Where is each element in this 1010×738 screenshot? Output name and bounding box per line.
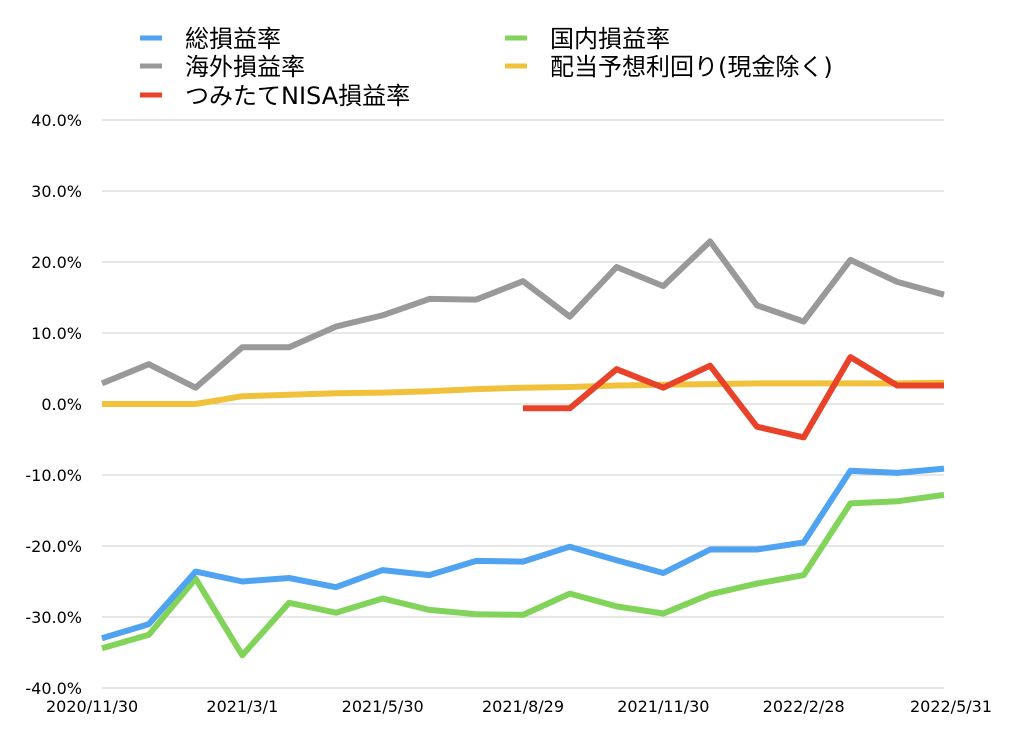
y-axis-tick-labels: 40.0% 30.0% 20.0% 10.0% 0.0% -10.0% -20.0% -30.… [25, 111, 82, 698]
y-tick-label: -10.0% [25, 466, 82, 485]
series-line-2 [523, 354, 944, 441]
legend-label: 総損益率 [185, 25, 281, 53]
series-lines [100, 238, 945, 659]
x-axis-tick-labels: 2020/11/30 2021/3/1 2021/5/30 2021/8/29 2021… [46, 697, 992, 716]
y-tick-label: -20.0% [25, 537, 82, 556]
x-tick-label: 2021/5/30 [342, 697, 424, 716]
y-tick-label: 20.0% [31, 253, 82, 272]
x-tick-label: 2021/3/1 [206, 697, 278, 716]
x-tick-label: 2021/8/29 [482, 697, 564, 716]
series-line-0 [101, 465, 945, 642]
legend-label: つみたてNISA損益率 [185, 82, 410, 110]
y-tick-label: 0.0% [41, 395, 82, 414]
y-tick-label: 40.0% [31, 111, 82, 130]
legend-label: 配当予想利回り(現金除く) [550, 53, 833, 81]
series-line-3 [101, 491, 945, 659]
x-tick-label: 2022/5/31 [910, 697, 992, 716]
y-tick-label: 30.0% [31, 182, 82, 201]
legend-label: 国内損益率 [550, 25, 670, 53]
series-line-1 [100, 238, 945, 391]
x-tick-label: 2021/11/30 [617, 697, 709, 716]
x-tick-label: 2022/2/28 [763, 697, 845, 716]
gridlines [102, 119, 944, 689]
y-tick-label: 10.0% [31, 324, 82, 343]
y-tick-label: -30.0% [25, 608, 82, 627]
y-tick-label: -40.0% [25, 679, 82, 698]
legend-label: 海外損益率 [185, 53, 305, 81]
x-tick-label: 2020/11/30 [46, 697, 138, 716]
series-line-4 [102, 379, 945, 407]
